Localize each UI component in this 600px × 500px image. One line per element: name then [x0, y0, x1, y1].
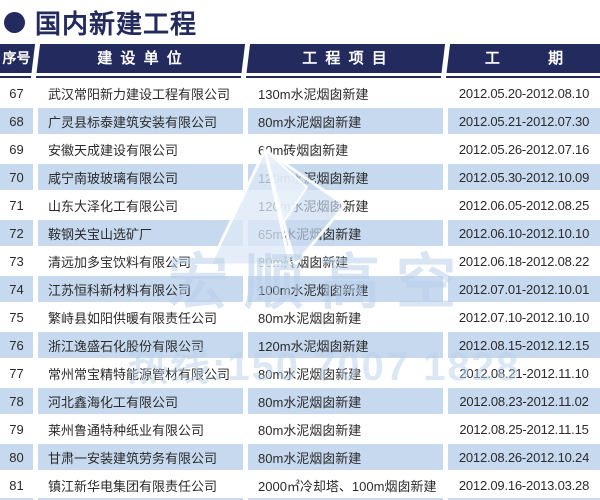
cell-period: 2012.08.15-2012.12.15: [448, 332, 600, 358]
cell-project: 120m水泥烟囱新建: [248, 332, 443, 358]
header-company: 建 设 单 位: [97, 50, 184, 67]
cell-project: 2000㎡冷却塔、100m烟囱新建: [258, 478, 437, 494]
cell-no: 71: [9, 197, 24, 213]
cell-period: 2012.08.23-2012.11.02: [448, 388, 600, 414]
cell-project: 120m水泥烟囱新建: [258, 198, 369, 214]
cell-company: 江苏恒科新材料有限公司: [38, 276, 243, 302]
cell-no: 76: [0, 332, 33, 358]
table-row: 70 咸宁南玻玻璃有限公司 120m水泥烟囱新建 2012.05.30-2012…: [0, 163, 600, 191]
cell-no: 77: [9, 365, 24, 381]
cell-period: 2012.06.10-2012.10.10: [448, 220, 600, 246]
cell-no: 70: [0, 164, 33, 190]
cell-period: 2012.09.16-2013.03.28: [458, 477, 590, 493]
table-row: 72 鞍钢关宝山选矿厂 65m水泥烟囱新建 2012.06.10-2012.10…: [0, 219, 600, 247]
cell-period: 2012.05.21-2012.07.30: [448, 108, 600, 134]
cell-no: 81: [9, 477, 24, 493]
cell-no: 72: [0, 220, 33, 246]
cell-period: 2012.08.26-2012.10.24: [448, 444, 600, 470]
cell-period: 2012.05.30-2012.10.09: [448, 164, 600, 190]
cell-project: 100m水泥烟囱新建: [248, 276, 443, 302]
cell-project: 80m水泥烟囱新建: [258, 366, 362, 382]
cell-period: 2012.06.05-2012.08.25: [458, 197, 590, 213]
table-body: 67 武汉常阳新力建设工程有限公司 130m水泥烟囱新建 2012.05.20-…: [0, 79, 600, 499]
table-header-bar: [0, 44, 600, 73]
cell-company: 咸宁南玻玻璃有限公司: [38, 164, 243, 190]
table-row: 80 甘肃一安装建筑劳务有限公司 80m水泥烟囱新建 2012.08.26-20…: [0, 443, 600, 471]
cell-period: 2012.07.10-2012.10.10: [458, 309, 590, 325]
cell-project: 80m水泥烟囱新建: [258, 310, 362, 326]
table-row: 74 江苏恒科新材料有限公司 100m水泥烟囱新建 2012.07.01-201…: [0, 275, 600, 303]
cell-project: 80m水泥烟囱新建: [248, 444, 443, 470]
table-header: 序号 建 设 单 位 工 程 项 目 工 期: [0, 42, 600, 80]
cell-project: 80m砖烟囱新建: [258, 254, 349, 270]
header-no: 序号: [2, 50, 31, 66]
cell-period: 2012.06.18-2012.08.22: [458, 253, 590, 269]
table-row: 79 莱州鲁通特种纸业有限公司 80m水泥烟囱新建 2012.08.25-201…: [0, 415, 600, 443]
cell-project: 60m砖烟囱新建: [258, 142, 349, 158]
cell-company: 安徽天成建设有限公司: [48, 142, 179, 158]
cell-project: 80m水泥烟囱新建: [258, 422, 362, 438]
cell-period: 2012.08.25-2012.11.15: [459, 421, 589, 437]
cell-no: 75: [9, 309, 24, 325]
cell-company: 河北鑫海化工有限公司: [38, 388, 243, 414]
table-row: 77 常州常宝精特能源管材有限公司 80m水泥烟囱新建 2012.08.21-2…: [0, 359, 600, 387]
table-row: 67 武汉常阳新力建设工程有限公司 130m水泥烟囱新建 2012.05.20-…: [0, 79, 600, 107]
cutoff-row: [0, 498, 600, 500]
table-row: 75 繁峙县如阳供暖有限责任公司 80m水泥烟囱新建 2012.07.10-20…: [0, 303, 600, 331]
cell-period: 2012.05.26-2012.07.16: [458, 141, 590, 157]
cell-period: 2012.07.01-2012.10.01: [448, 276, 600, 302]
cell-project: 65m水泥烟囱新建: [248, 220, 443, 246]
section-titlebar: 国内新建工程: [0, 0, 600, 44]
cell-no: 74: [0, 276, 33, 302]
table-row: 73 清远加多宝饮料有限公司 80m砖烟囱新建 2012.06.18-2012.…: [0, 247, 600, 275]
cell-no: 67: [9, 85, 24, 101]
cell-no: 69: [9, 141, 24, 157]
cell-company: 浙江逸盛石化股份有限公司: [38, 332, 243, 358]
table-header-underline: [0, 76, 600, 78]
cell-no: 80: [0, 444, 33, 470]
cell-company: 常州常宝精特能源管材有限公司: [48, 366, 231, 382]
cell-company: 山东大泽化工有限公司: [48, 198, 179, 214]
table-row: 71 山东大泽化工有限公司 120m水泥烟囱新建 2012.06.05-2012…: [0, 191, 600, 219]
cell-company: 镇江新华电集团有限责任公司: [48, 478, 218, 494]
cell-company: 莱州鲁通特种纸业有限公司: [48, 422, 205, 438]
cell-company: 繁峙县如阳供暖有限责任公司: [48, 310, 218, 326]
cell-no: 68: [0, 108, 33, 134]
cell-period: 2012.05.20-2012.08.10: [458, 85, 590, 101]
cell-project: 120m水泥烟囱新建: [248, 164, 443, 190]
cell-no: 79: [9, 421, 24, 437]
table-row: 78 河北鑫海化工有限公司 80m水泥烟囱新建 2012.08.23-2012.…: [0, 387, 600, 415]
cell-project: 130m水泥烟囱新建: [258, 86, 369, 102]
table-row: 69 安徽天成建设有限公司 60m砖烟囱新建 2012.05.26-2012.0…: [0, 135, 600, 163]
header-project: 工 程 项 目: [302, 50, 389, 67]
cell-no: 78: [0, 388, 33, 414]
cell-company: 鞍钢关宝山选矿厂: [38, 220, 243, 246]
header-period: 工 期: [484, 50, 586, 67]
table-row: 76 浙江逸盛石化股份有限公司 120m水泥烟囱新建 2012.08.15-20…: [0, 331, 600, 359]
cell-no: 73: [9, 253, 24, 269]
cell-company: 清远加多宝饮料有限公司: [48, 254, 192, 270]
cell-period: 2012.08.21-2012.11.10: [459, 365, 589, 381]
cell-company: 武汉常阳新力建设工程有限公司: [48, 86, 231, 102]
cell-company: 广灵县标泰建筑安装有限公司: [38, 108, 243, 134]
cell-project: 80m水泥烟囱新建: [248, 388, 443, 414]
cell-project: 80m水泥烟囱新建: [248, 108, 443, 134]
cell-company: 甘肃一安装建筑劳务有限公司: [38, 444, 243, 470]
page-title: 国内新建工程: [35, 8, 198, 39]
table-row: 68 广灵县标泰建筑安装有限公司 80m水泥烟囱新建 2012.05.21-20…: [0, 107, 600, 135]
table-row: 81 镇江新华电集团有限责任公司 2000㎡冷却塔、100m烟囱新建 2012.…: [0, 471, 600, 499]
bullet-icon: [4, 11, 25, 33]
